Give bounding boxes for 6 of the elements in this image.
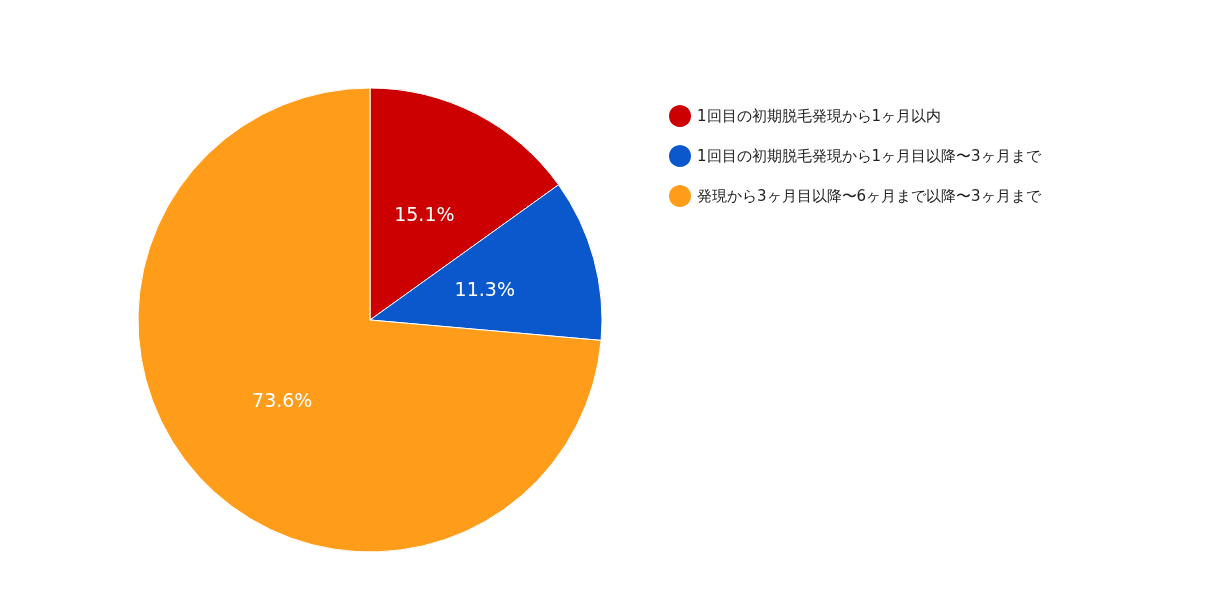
data-label: 73.6% [252, 389, 313, 412]
data-label: 15.1% [394, 203, 455, 226]
legend-label: 1回目の初期脱毛発現から1ヶ月目以降〜3ヶ月まで [697, 147, 1042, 165]
legend-label: 1回目の初期脱毛発現から1ヶ月以内 [697, 107, 942, 125]
legend-label: 発現から3ヶ月目以降〜6ヶ月まで以降〜3ヶ月まで [697, 187, 1042, 205]
data-label: 11.3% [454, 277, 515, 300]
